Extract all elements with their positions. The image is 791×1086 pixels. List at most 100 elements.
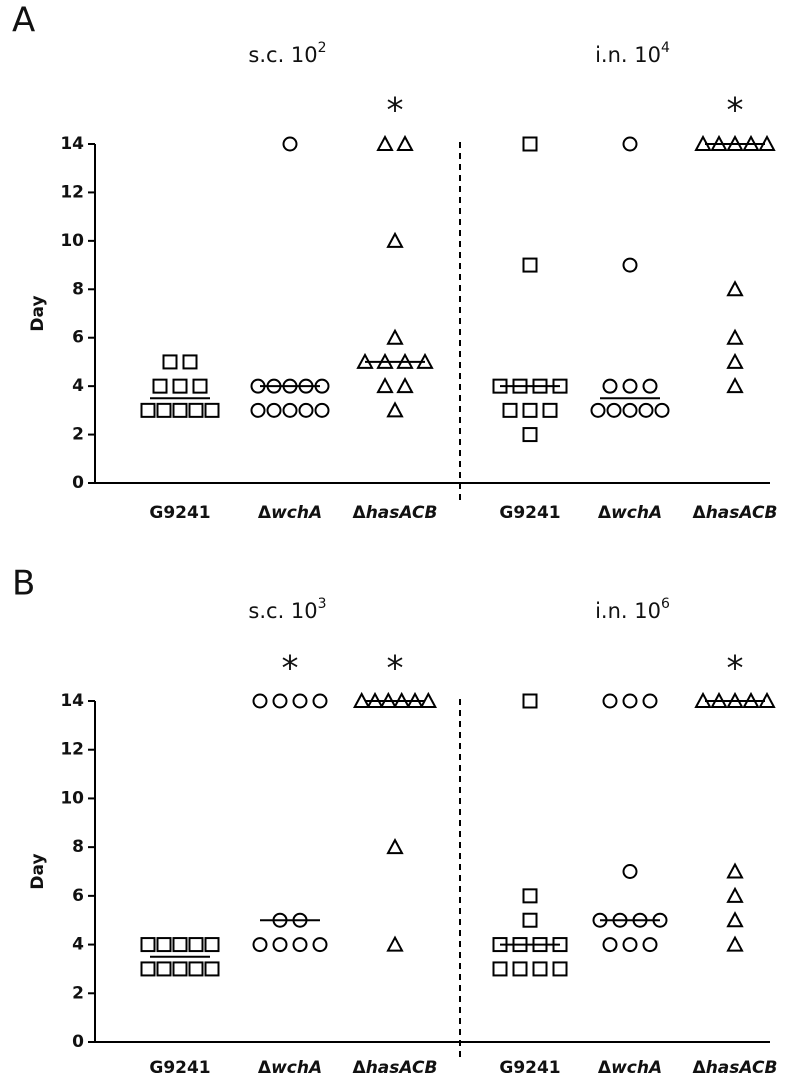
point <box>726 328 744 345</box>
point <box>140 402 156 418</box>
point <box>292 693 308 709</box>
label-part: Δ <box>258 503 272 523</box>
x-tick-label: ΔwchA <box>258 503 322 523</box>
point <box>622 864 638 879</box>
point <box>272 937 288 953</box>
point <box>396 377 414 394</box>
y-tick-label: 0 <box>72 1032 84 1052</box>
label-part: G9241 <box>499 1058 560 1078</box>
y-tick-label: 4 <box>72 376 84 396</box>
x-tick-label: ΔhasACB <box>353 1058 438 1078</box>
label-part: G9241 <box>149 503 210 523</box>
point <box>252 693 268 709</box>
y-tick-label: 8 <box>72 279 84 299</box>
point <box>188 402 204 418</box>
panel-label: A <box>12 1 35 41</box>
point <box>204 937 220 953</box>
title-exponent: 3 <box>318 596 327 612</box>
y-axis-label: Day <box>28 295 48 331</box>
point <box>522 912 538 928</box>
point <box>182 354 198 370</box>
point <box>266 402 282 418</box>
point <box>282 136 298 152</box>
point <box>522 402 538 418</box>
significance: * <box>727 649 744 689</box>
y-tick-label: 10 <box>60 788 84 808</box>
point <box>522 427 538 443</box>
point <box>492 961 508 977</box>
point <box>140 937 156 953</box>
point <box>204 961 220 977</box>
point <box>386 401 404 418</box>
y-tick-label: 10 <box>60 231 84 251</box>
x-tick-label: ΔhasACB <box>353 503 438 523</box>
point <box>162 354 178 370</box>
point <box>542 402 558 418</box>
x-tick-label: ΔhasACB <box>693 503 778 523</box>
point <box>312 693 328 709</box>
significance: * <box>387 91 404 131</box>
y-tick-label: 6 <box>72 328 84 348</box>
point <box>312 937 328 953</box>
point <box>726 352 744 369</box>
point <box>386 328 404 345</box>
label-part: wchA <box>611 1058 662 1078</box>
x-tick-label: G9241 <box>149 503 210 523</box>
point <box>726 862 744 879</box>
y-tick-label: 2 <box>72 983 84 1003</box>
point <box>172 961 188 977</box>
point <box>552 961 568 977</box>
y-tick-label: 8 <box>72 837 84 857</box>
label-part: Δ <box>353 503 367 523</box>
label-part: Δ <box>598 503 612 523</box>
point <box>522 136 538 152</box>
point <box>602 937 618 953</box>
label-part: wchA <box>611 503 662 523</box>
point <box>726 886 744 903</box>
significance: * <box>727 91 744 131</box>
title-exponent: 2 <box>318 40 327 56</box>
y-tick-label: 0 <box>72 473 84 493</box>
point <box>512 961 528 977</box>
label-part: hasACB <box>366 503 438 523</box>
point <box>188 961 204 977</box>
x-tick-label: G9241 <box>499 1058 560 1078</box>
label-part: Δ <box>693 503 707 523</box>
point <box>140 961 156 977</box>
title-exponent: 6 <box>661 596 670 612</box>
title-text: s.c. 10 <box>248 599 317 623</box>
point <box>396 134 414 151</box>
point <box>156 937 172 953</box>
point <box>622 136 638 152</box>
y-tick-label: 12 <box>60 740 84 760</box>
label-part: hasACB <box>706 1058 778 1078</box>
point <box>622 402 638 418</box>
section-title: i.n. 104 <box>595 40 670 67</box>
point <box>192 378 208 394</box>
point <box>386 231 404 248</box>
y-tick-label: 6 <box>72 886 84 906</box>
point <box>726 377 744 394</box>
significance: * <box>282 649 299 689</box>
label-part: G9241 <box>499 503 560 523</box>
point <box>172 937 188 953</box>
point <box>172 402 188 418</box>
x-tick-label: ΔhasACB <box>693 1058 778 1078</box>
label-part: Δ <box>353 1058 367 1078</box>
point <box>314 402 330 418</box>
point <box>386 935 404 952</box>
point <box>156 961 172 977</box>
point <box>532 961 548 977</box>
y-tick-label: 14 <box>60 691 84 711</box>
point <box>522 257 538 273</box>
label-part: Δ <box>693 1058 707 1078</box>
significance: * <box>387 649 404 689</box>
point <box>522 693 538 709</box>
y-tick-label: 14 <box>60 134 84 154</box>
y-tick-label: 4 <box>72 935 84 955</box>
y-axis-label: Day <box>28 853 48 889</box>
point <box>638 402 654 418</box>
point <box>642 937 658 953</box>
title-text: i.n. 10 <box>595 43 661 67</box>
